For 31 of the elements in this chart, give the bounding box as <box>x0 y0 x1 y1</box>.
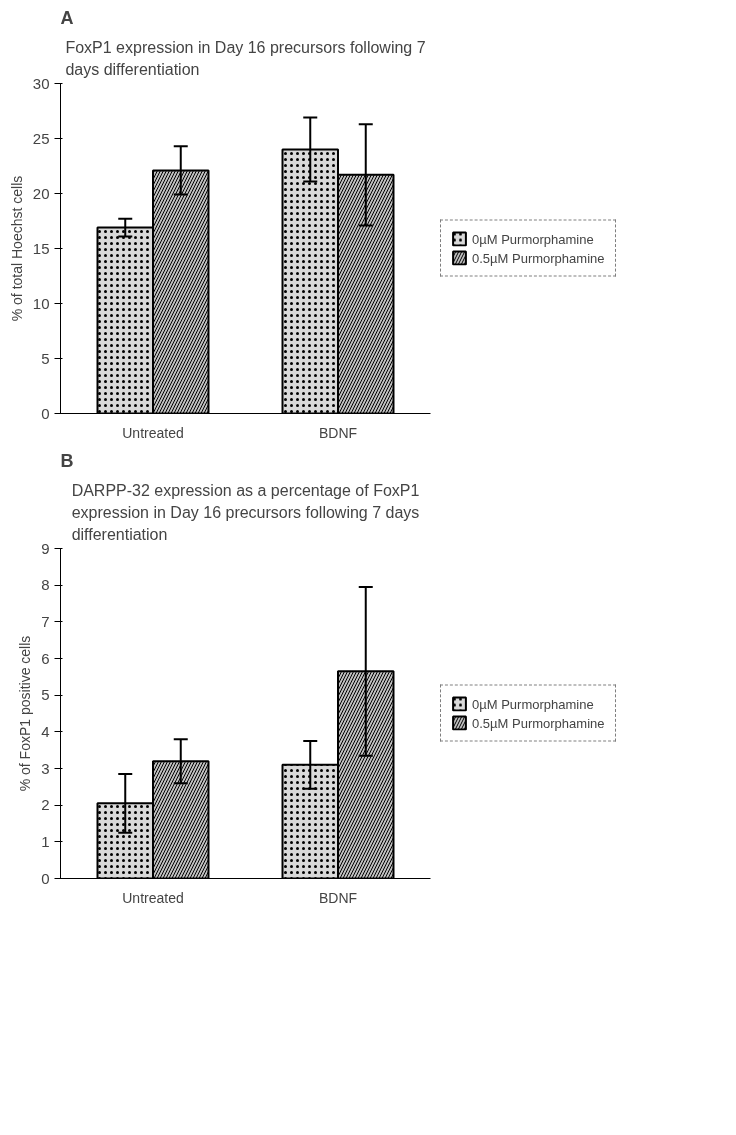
x-tick-label: BDNF <box>318 889 358 906</box>
legend-label: 0µM Purmorphamine <box>472 696 594 711</box>
y-tick-label: 10 <box>32 294 50 312</box>
y-tick-label: 2 <box>41 796 50 814</box>
y-tick-label: 8 <box>41 576 50 594</box>
y-tick-label: 1 <box>41 832 50 850</box>
legend-label: 0µM Purmorphamine <box>472 231 594 246</box>
y-tick-label: 9 <box>41 539 50 557</box>
y-tick-label: 5 <box>41 686 50 704</box>
x-tick-label: BDNF <box>318 424 358 441</box>
y-tick-label: 3 <box>41 759 50 777</box>
text: A <box>60 7 74 28</box>
y-tick-label: 25 <box>32 129 50 147</box>
legend-label: 0.5µM Purmorphamine <box>472 715 605 730</box>
y-tick-label: 0 <box>41 404 50 422</box>
y-tick-label: 5 <box>41 349 50 367</box>
chart-title: FoxP1 expression in Day 16 precursors following 7 days differentiation <box>65 39 426 79</box>
y-axis-title: % of FoxP1 positive cells <box>17 635 34 792</box>
chart-title: DARPP-32 expression as a percentage of FoxP1 expression in Day 16 precursors following 7 days differentiation <box>71 482 420 544</box>
y-tick-label: 7 <box>41 612 50 630</box>
y-tick-label: 15 <box>32 239 50 257</box>
legend-label: 0.5µM Purmorphamine <box>472 250 605 265</box>
y-tick-label: 30 <box>32 74 50 92</box>
y-tick-label: 20 <box>32 184 50 202</box>
text: B <box>60 450 74 471</box>
x-tick-label: Untreated <box>122 424 184 441</box>
y-axis-title: % of total Hoechst cells <box>8 175 25 322</box>
y-tick-label: 0 <box>41 869 50 887</box>
y-tick-label: 6 <box>41 649 50 667</box>
y-tick-label: 4 <box>41 722 50 740</box>
x-tick-label: Untreated <box>122 889 184 906</box>
